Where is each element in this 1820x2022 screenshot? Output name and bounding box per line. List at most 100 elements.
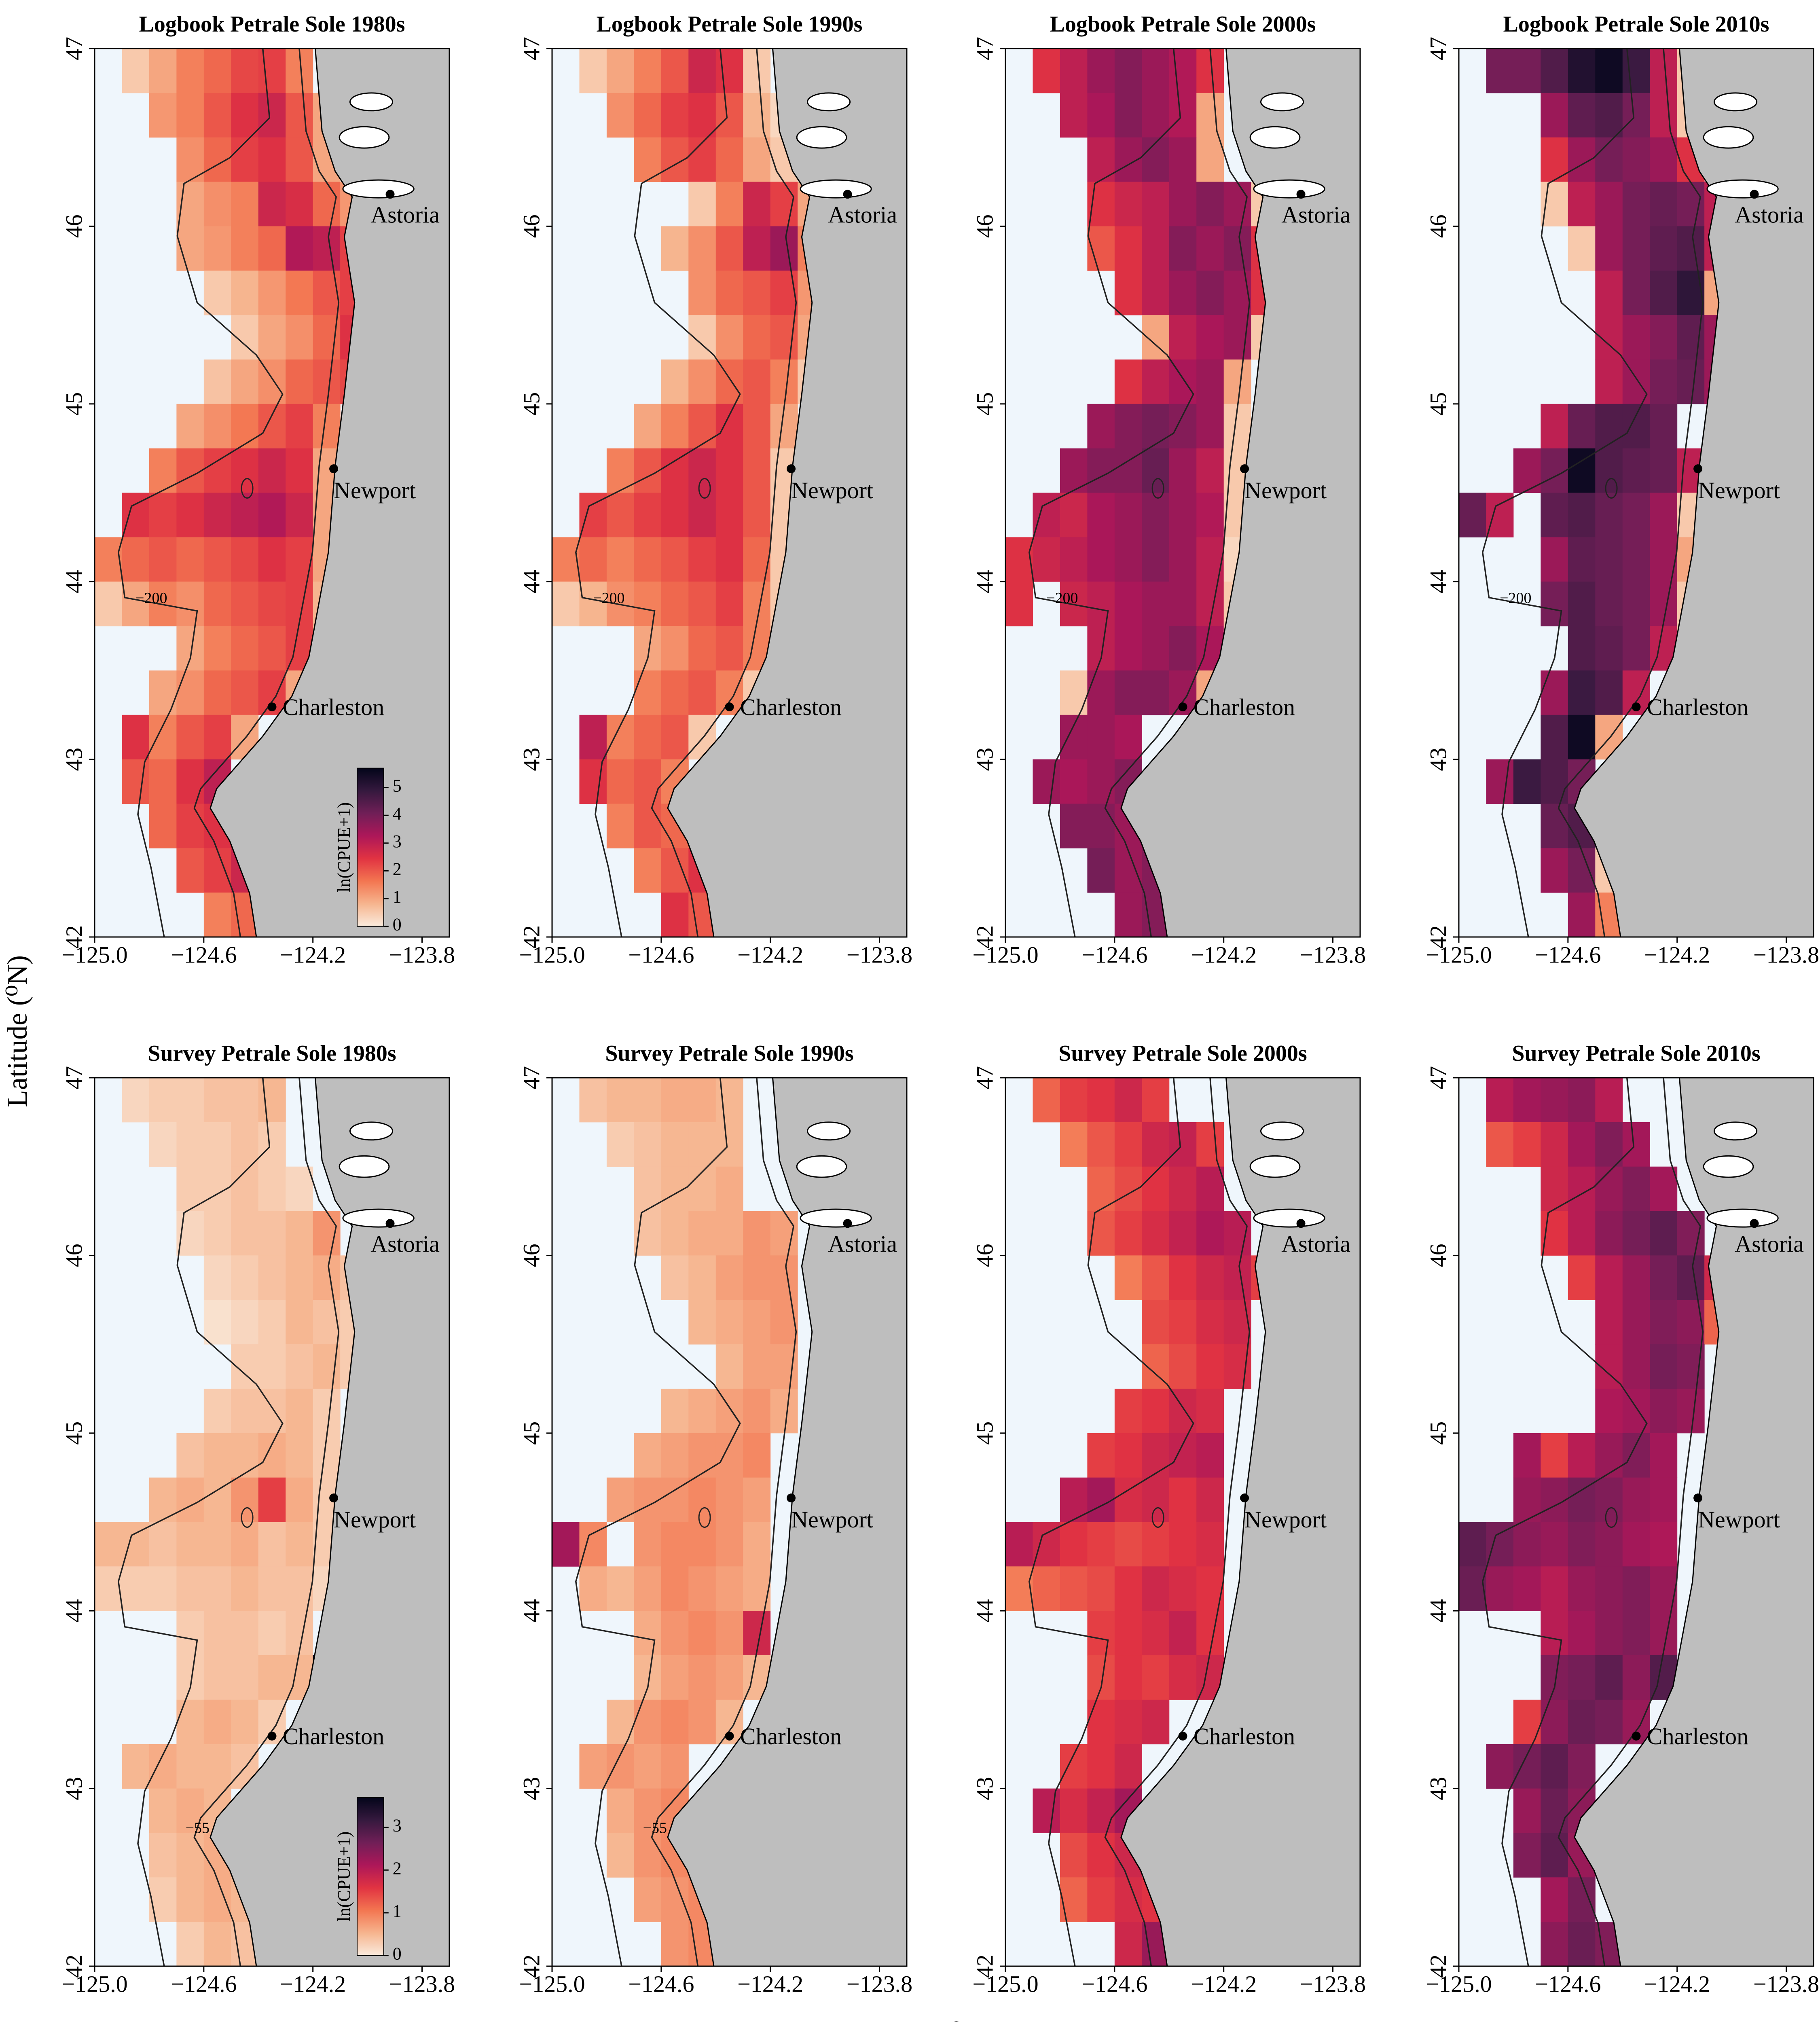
cell xyxy=(258,537,286,582)
x-tick-label: −124.2 xyxy=(280,1971,346,1997)
cell xyxy=(1677,1300,1705,1345)
cell xyxy=(176,1566,204,1611)
cell xyxy=(715,404,743,449)
cell xyxy=(715,493,743,537)
cell xyxy=(1541,1078,1568,1123)
city-label: Newport xyxy=(791,1506,873,1533)
cell xyxy=(258,582,286,626)
cell xyxy=(688,271,716,315)
cell xyxy=(1622,404,1650,449)
cell xyxy=(1196,448,1224,493)
cell xyxy=(715,271,743,315)
y-tick-label: 47 xyxy=(1425,37,1451,60)
cell xyxy=(1650,359,1678,404)
cell xyxy=(661,1122,689,1167)
cell xyxy=(634,1522,662,1567)
y-tick-label: 44 xyxy=(61,1599,87,1622)
cell xyxy=(176,804,204,848)
isobath xyxy=(1605,478,1618,499)
cell xyxy=(1595,1477,1623,1522)
y-tick-label: 46 xyxy=(61,1244,87,1267)
cell xyxy=(688,1166,716,1212)
panel-title: Survey Petrale Sole 1980s xyxy=(148,1041,396,1066)
cell xyxy=(1568,404,1596,449)
cell xyxy=(1087,404,1115,449)
cell xyxy=(1568,1744,1596,1789)
cell xyxy=(1169,1166,1197,1212)
bay xyxy=(800,1208,872,1228)
cell xyxy=(1114,1122,1142,1167)
cell xyxy=(1568,670,1596,715)
cell xyxy=(1087,804,1115,848)
cell xyxy=(1650,1211,1678,1256)
cell xyxy=(286,448,313,493)
city-label: Astoria xyxy=(1281,1231,1350,1257)
cell xyxy=(1060,1122,1088,1167)
x-tick-label: −124.6 xyxy=(1535,1971,1601,1997)
cell xyxy=(1568,537,1596,582)
cell xyxy=(1196,226,1224,271)
x-tick-label: −123.8 xyxy=(389,1971,455,1997)
cell xyxy=(661,1433,689,1478)
cell xyxy=(1568,1433,1596,1478)
cell xyxy=(1595,1611,1623,1656)
cell xyxy=(606,537,634,582)
cell xyxy=(1033,49,1060,93)
city-marker xyxy=(385,1219,395,1228)
cell xyxy=(1541,1122,1568,1167)
panel-title: Logbook Petrale Sole 1990s xyxy=(597,12,863,37)
cell xyxy=(661,1699,689,1745)
cell xyxy=(1541,1611,1568,1656)
cell xyxy=(231,1522,259,1567)
cell xyxy=(688,626,716,671)
frame xyxy=(94,1077,450,1967)
cell xyxy=(122,582,150,626)
y-tick-label: 45 xyxy=(61,392,87,416)
cell xyxy=(606,1744,634,1789)
cell xyxy=(634,1078,662,1123)
cell xyxy=(1169,1433,1197,1478)
cell xyxy=(1595,1655,1623,1700)
cell xyxy=(149,715,177,760)
cell xyxy=(313,182,341,226)
cell xyxy=(1169,493,1197,537)
isobath xyxy=(1104,49,1251,937)
cell xyxy=(1169,448,1197,493)
cell xyxy=(1677,359,1705,404)
isobath xyxy=(193,1078,340,1966)
cell xyxy=(661,49,689,93)
cell xyxy=(1114,1611,1142,1656)
city-label: Charleston xyxy=(740,694,842,720)
cell xyxy=(743,1344,771,1389)
cell xyxy=(1541,448,1568,493)
cell xyxy=(1114,715,1142,760)
cell xyxy=(1541,670,1568,715)
cell xyxy=(1114,359,1142,404)
cell xyxy=(1650,1166,1678,1212)
city-label: Astoria xyxy=(1735,1231,1804,1257)
cell xyxy=(231,1255,259,1300)
cell xyxy=(715,1344,743,1389)
cell xyxy=(258,1300,286,1345)
cell xyxy=(1033,537,1060,582)
cell xyxy=(203,1255,231,1300)
cell xyxy=(715,1566,743,1611)
cell xyxy=(770,271,798,315)
cell xyxy=(1060,804,1088,848)
cell xyxy=(1622,1477,1650,1522)
cell xyxy=(258,1255,286,1300)
cell xyxy=(1650,1300,1678,1345)
cell xyxy=(606,493,634,537)
cell xyxy=(1568,848,1596,893)
cell xyxy=(715,182,743,226)
cell xyxy=(1595,493,1623,537)
cell xyxy=(1196,1211,1224,1256)
cell xyxy=(203,893,231,937)
cell xyxy=(1169,582,1197,626)
cell xyxy=(1060,1833,1088,1878)
cell xyxy=(286,1433,313,1478)
cell xyxy=(1568,582,1596,626)
cell xyxy=(1114,1744,1142,1789)
y-tick-label: 42 xyxy=(1425,925,1451,949)
y-tick-label: 44 xyxy=(518,1599,544,1622)
